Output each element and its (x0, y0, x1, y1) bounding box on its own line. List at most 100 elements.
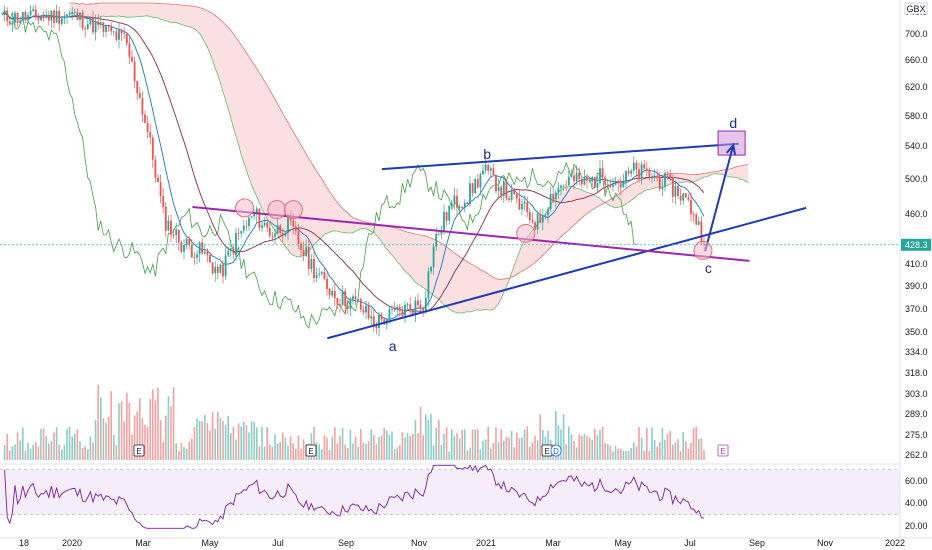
candle-body (424, 297, 427, 311)
volume-bar (84, 446, 86, 460)
candle-body (125, 33, 128, 44)
candle-body (404, 304, 406, 316)
wave-label-a: a (389, 338, 397, 354)
candle-body (557, 187, 560, 193)
volume-bar (427, 419, 430, 460)
base-line (1, 11, 705, 313)
volume-bar (188, 441, 190, 460)
volume-bar (633, 442, 635, 460)
candle-body (63, 16, 66, 19)
volume-bar (474, 429, 476, 460)
event-marker[interactable] (133, 444, 145, 457)
volume-bar (443, 433, 445, 460)
candle-body (300, 243, 302, 250)
volume-bar (640, 437, 643, 460)
volume-bar (292, 443, 294, 460)
candle-body (417, 300, 419, 305)
volume-bar (113, 435, 115, 460)
candle-body (318, 273, 321, 275)
volume-bar (490, 448, 492, 460)
volume-bar (386, 430, 388, 460)
candle-body (523, 202, 526, 204)
volume-bar (141, 418, 144, 460)
candle-body (118, 30, 120, 40)
volume-bar (521, 437, 523, 460)
volume-bar (487, 426, 489, 460)
candle-body (55, 10, 58, 23)
candle-body (456, 195, 458, 208)
volume-bar (9, 450, 11, 460)
volume-bar (118, 403, 120, 460)
candle-body (518, 198, 521, 210)
purple-line[interactable] (192, 206, 750, 262)
volume-bar (627, 450, 630, 460)
lower-line[interactable] (327, 206, 807, 340)
candle-body (76, 11, 79, 20)
volume-bar (22, 427, 24, 460)
volume-bar (438, 419, 440, 460)
volume-bar (419, 406, 422, 460)
price-tick-label: 660.0 (905, 55, 928, 65)
volume-bar (380, 435, 383, 460)
candle-body (235, 233, 237, 254)
volume-bar (279, 441, 281, 460)
candle-body (307, 246, 310, 269)
volume-bar (6, 434, 8, 460)
candle-body (196, 254, 198, 258)
projection-arrow[interactable] (704, 144, 735, 252)
candle-body (687, 197, 690, 200)
candle-body (248, 217, 250, 227)
volume-bar (607, 443, 609, 460)
volume-bar (37, 446, 40, 460)
candle-body (357, 299, 360, 300)
candle-body (370, 316, 373, 319)
volume-bar (3, 444, 6, 460)
last-price-tag (901, 238, 931, 251)
volume-bar (209, 430, 211, 460)
volume-bar (432, 445, 435, 460)
candle-body (66, 14, 68, 17)
candle-body (448, 205, 451, 221)
volume-bar (261, 426, 263, 460)
candle-body (331, 290, 334, 296)
volume-bar (100, 397, 102, 460)
volume-bar (339, 435, 341, 460)
volume-bar (328, 449, 331, 460)
candle-body (315, 274, 318, 278)
candle-body (294, 226, 297, 232)
candle-body (258, 208, 261, 228)
candle-body (84, 28, 87, 30)
candle-body (697, 221, 700, 225)
candle-body (81, 12, 84, 29)
volume-bar (672, 444, 674, 460)
volume-bar (388, 434, 391, 460)
candle-body (255, 208, 258, 214)
candle-body (177, 229, 180, 243)
candle-body (172, 234, 175, 236)
volume-bar (131, 434, 133, 460)
candle-body (606, 184, 609, 186)
price-tick-label: 262.0 (905, 450, 928, 460)
volume-bar (55, 427, 58, 460)
time-tick-label: Jul (272, 538, 284, 548)
event-marker[interactable] (717, 444, 729, 457)
candle-body (50, 10, 53, 21)
volume-bar (674, 442, 677, 460)
candle-body (630, 170, 633, 174)
volume-bar (685, 441, 687, 460)
volume-bar (175, 443, 177, 460)
volume-bar (536, 440, 539, 460)
event-marker[interactable] (305, 444, 317, 457)
candle-body (128, 43, 131, 57)
upper-line[interactable] (381, 142, 739, 171)
candle-body (27, 15, 29, 21)
event-marker[interactable] (550, 444, 562, 457)
volume-bar (71, 436, 73, 460)
candle-body (354, 296, 357, 300)
volume-bar (274, 434, 276, 460)
candle-body (482, 170, 484, 175)
candle-body (367, 305, 370, 319)
rsi-tick-label: 60.00 (905, 476, 928, 486)
